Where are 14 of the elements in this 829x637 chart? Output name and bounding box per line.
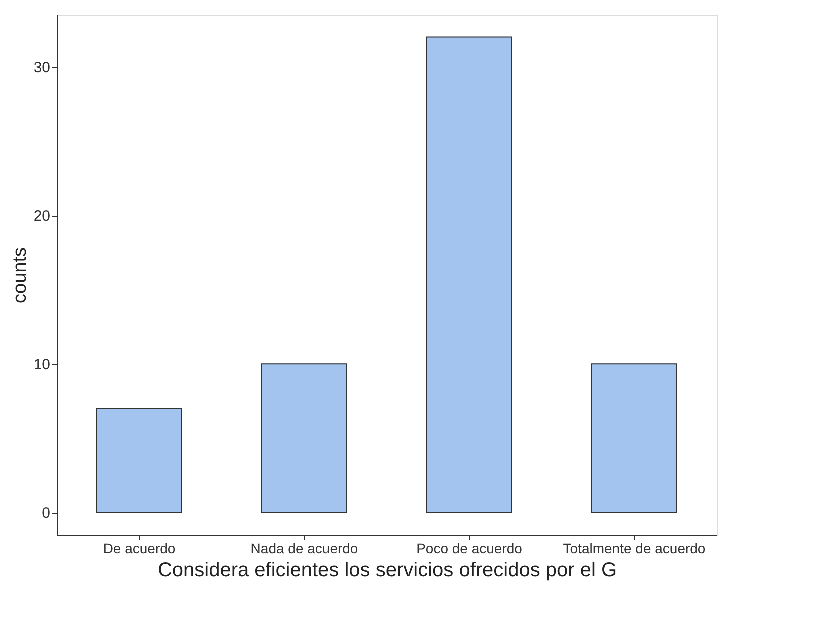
y-tick-label: 10 [34, 356, 50, 374]
y-tick-label: 20 [34, 208, 50, 226]
bar [96, 408, 182, 514]
bar [426, 36, 512, 514]
x-axis-title: Considera eficientes los servicios ofrecidos por el G [158, 560, 618, 582]
y-tick-label: 0 [42, 505, 50, 522]
x-tick-label: De acuerdo [103, 540, 176, 556]
y-tick-label: 30 [34, 60, 50, 76]
x-tick-label: Totalmente de acuerdo [563, 540, 706, 556]
x-tick-label: Poco de acuerdo [416, 540, 523, 556]
bar [262, 364, 348, 514]
x-tick-label: Nada de acuerdo [250, 540, 358, 556]
bar [592, 364, 678, 514]
y-axis-title: counts [10, 248, 31, 304]
